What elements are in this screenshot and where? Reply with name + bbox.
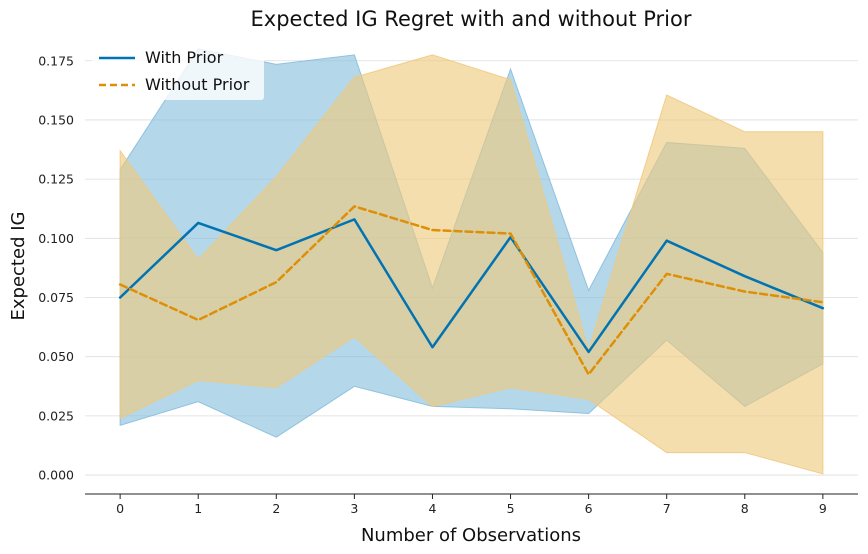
y-tick-label: 0.075	[38, 290, 74, 305]
series-line-without-prior	[118, 205, 825, 376]
y-tick-label: 0.125	[38, 172, 74, 187]
legend-label-with-prior: With Prior	[145, 48, 224, 67]
x-tick-label: 2	[272, 501, 280, 516]
x-tick-label: 5	[507, 501, 515, 516]
y-tick-label: 0.050	[38, 349, 74, 364]
x-tick-label: 7	[663, 501, 671, 516]
line-layer	[118, 205, 825, 376]
series-line-with-prior	[118, 218, 825, 354]
x-tick-label: 8	[741, 501, 749, 516]
y-tick-label: 0.175	[38, 53, 74, 68]
x-tick-label: 6	[585, 501, 593, 516]
x-tick-label: 3	[350, 501, 358, 516]
x-tick-label: 4	[428, 501, 436, 516]
chart-title: Expected IG Regret with and without Prio…	[251, 7, 692, 31]
x-tick-label: 9	[819, 501, 827, 516]
x-tick-label: 0	[116, 501, 124, 516]
x-tick-label: 1	[194, 501, 202, 516]
band-layer	[119, 48, 824, 475]
y-tick-label: 0.025	[38, 408, 74, 423]
y-tick-label: 0.150	[38, 112, 74, 127]
legend-label-without-prior: Without Prior	[145, 75, 250, 94]
axis-layer: 0.000 0.025 0.050 0.075 0.100 0.125 0.150 0.175…	[38, 53, 858, 516]
y-tick-label: 0.100	[38, 231, 74, 246]
x-axis-title: Number of Observations	[361, 525, 581, 546]
legend: With Prior Without Prior	[92, 42, 264, 100]
y-tick-label: 0.000	[38, 468, 74, 483]
y-axis-title: Expected IG	[8, 212, 29, 321]
band-without-prior	[119, 54, 824, 475]
